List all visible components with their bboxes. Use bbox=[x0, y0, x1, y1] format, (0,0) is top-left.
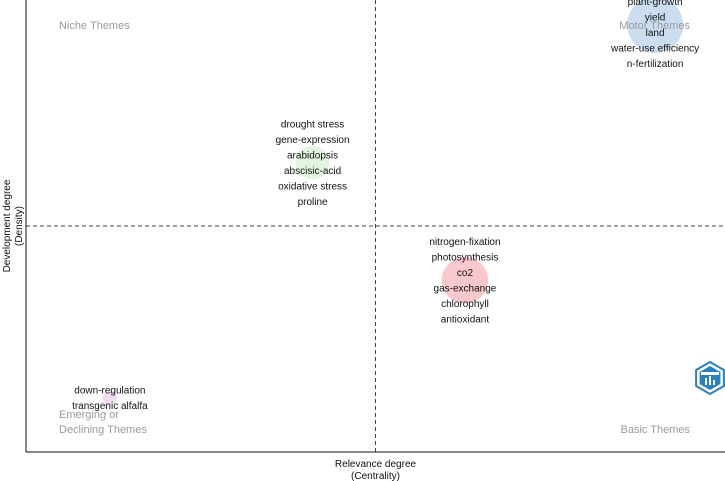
cluster-bubble-2 bbox=[295, 145, 330, 180]
cluster-labels: medicago-sativaplant-growthyieldlandwate… bbox=[72, 0, 699, 412]
quadrant-labels: Niche Themes Motor Themes Emerging or Decli… bbox=[59, 20, 690, 436]
axes bbox=[25, 0, 725, 453]
logo-band bbox=[701, 372, 719, 375]
cluster-term-label: gas-exchange bbox=[434, 283, 497, 294]
cluster-term-label: proline bbox=[298, 197, 328, 208]
cluster-bubbles bbox=[102, 0, 684, 405]
cluster-term-label: gene-expression bbox=[276, 135, 350, 146]
cluster-term-label: co2 bbox=[457, 268, 474, 279]
cluster-term-label: plant-growth bbox=[628, 0, 683, 8]
cluster-term-label: chlorophyll bbox=[441, 299, 489, 310]
cluster-term-label: photosynthesis bbox=[432, 252, 499, 263]
cluster-term-label: drought stress bbox=[281, 119, 344, 130]
cluster-bubble-4 bbox=[102, 390, 118, 405]
logo-bar-2 bbox=[709, 376, 711, 385]
logo-bar-1 bbox=[705, 378, 707, 385]
logo-bar-3 bbox=[713, 380, 715, 385]
cluster-bubble-3 bbox=[441, 257, 489, 304]
cluster-term-label: oxidative stress bbox=[278, 181, 347, 192]
bibliometrix-logo-icon bbox=[695, 360, 725, 396]
x-axis-title: Relevance degree (Centrality) bbox=[335, 459, 417, 481]
quadrant-label-bottom-right: Basic Themes bbox=[621, 424, 691, 436]
cluster-term-label: water-use efficiency bbox=[610, 44, 699, 55]
cluster-term-label: arabidopsis bbox=[287, 150, 338, 161]
cluster-term-label: abscisic-acid bbox=[284, 166, 341, 177]
cluster-term-label: nitrogen-fixation bbox=[429, 237, 500, 248]
cluster-term-label: land bbox=[646, 28, 665, 39]
cluster-term-label: antioxidant bbox=[441, 314, 490, 325]
quadrant-label-top-right: Motor Themes bbox=[619, 20, 690, 32]
cluster-bubble-1 bbox=[627, 0, 684, 53]
quadrant-label-top-left: Niche Themes bbox=[59, 20, 130, 32]
cluster-term-label: down-regulation bbox=[74, 386, 145, 397]
axis-titles: Relevance degree (Centrality) Development … bbox=[2, 179, 417, 481]
cluster-term-label: transgenic alfalfa bbox=[72, 401, 148, 412]
quadrant-dividers bbox=[26, 0, 725, 452]
quadrant-label-bottom-left: Emerging or Declining Themes bbox=[59, 409, 147, 436]
cluster-term-label: yield bbox=[645, 13, 666, 24]
y-axis-title: Development degree(Density) bbox=[2, 179, 25, 272]
cluster-term-label: n-fertilization bbox=[627, 59, 684, 70]
